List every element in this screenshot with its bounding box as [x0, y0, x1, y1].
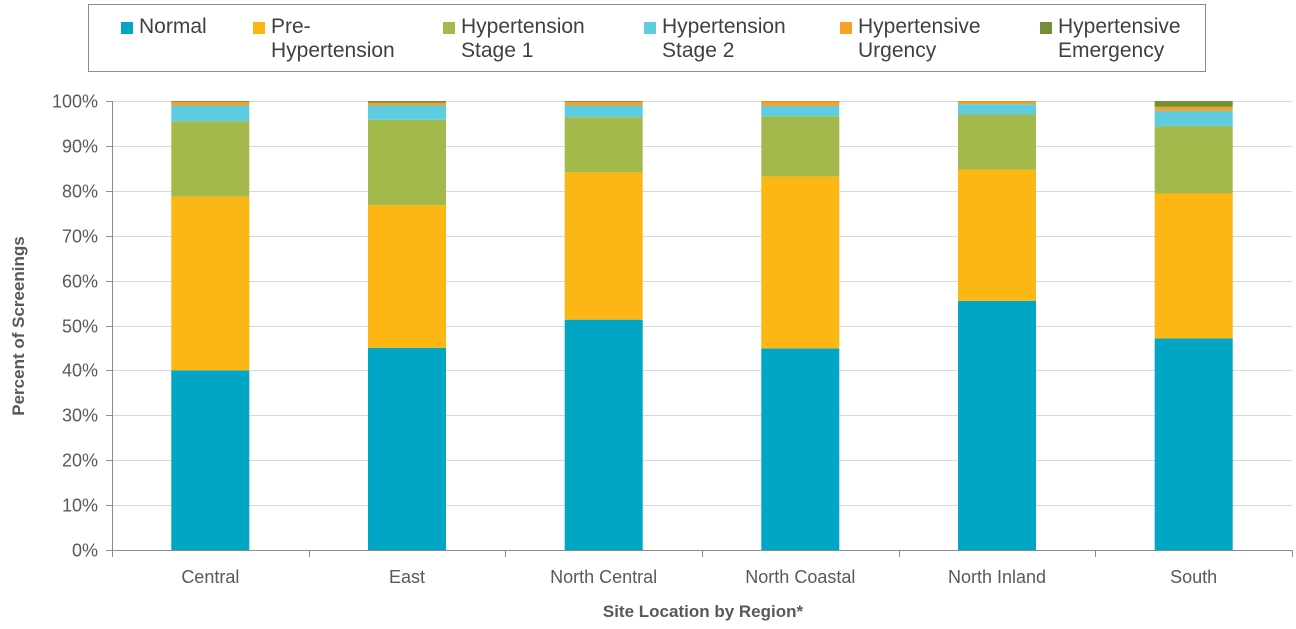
legend-label-normal: Normal — [139, 15, 207, 38]
legend-swatch-normal — [121, 22, 133, 34]
bar-segment-pre-hypertension — [368, 205, 446, 348]
bar-segment-hypertension-stage-2 — [958, 104, 1036, 115]
bar-segment-hypertension-stage-1 — [761, 116, 840, 177]
bar-segment-hypertension-stage-2 — [1154, 110, 1233, 127]
bar-segment-hypertension-stage-2 — [171, 105, 250, 122]
bar-stack-north-coastal — [761, 101, 840, 550]
legend-label-hypertensive-urgency: Hypertensive Urgency — [858, 15, 981, 62]
y-tick-label: 50% — [62, 317, 98, 337]
y-tick-label: 60% — [62, 272, 98, 292]
x-tick-label: North Central — [550, 567, 657, 587]
bar-segment-hypertensive-emergency — [1154, 101, 1233, 107]
bar-segment-normal — [958, 300, 1036, 550]
bar-segment-hypertensive-urgency — [761, 101, 840, 106]
legend-swatch-hypertension-stage-1 — [443, 22, 455, 34]
legend-label-hypertension-stage-2: Hypertension Stage 2 — [662, 15, 786, 62]
bar-segment-normal — [368, 347, 446, 550]
y-tick-label: 80% — [62, 182, 98, 202]
x-tick-label: North Coastal — [745, 567, 855, 587]
legend-item-hypertension-stage-2: Hypertension Stage 2 — [644, 15, 786, 63]
x-tick-label: South — [1170, 567, 1217, 587]
bar-segment-pre-hypertension — [1154, 193, 1233, 339]
x-axis-title: Site Location by Region* — [603, 602, 804, 621]
y-tick-label: 20% — [62, 451, 98, 471]
y-axis-title: Percent of Screenings — [9, 236, 28, 416]
bar-segment-hypertension-stage-1 — [564, 117, 643, 173]
legend-item-hypertensive-urgency: Hypertensive Urgency — [840, 15, 981, 63]
bar-segment-hypertensive-emergency — [564, 101, 643, 102]
gridlines — [112, 101, 1292, 506]
legend-item-normal: Normal — [121, 15, 207, 39]
bar-segment-normal — [761, 348, 840, 550]
bar-segment-hypertension-stage-1 — [958, 114, 1036, 170]
y-tick-label: 100% — [52, 92, 98, 112]
bar-segment-hypertension-stage-2 — [761, 105, 840, 117]
bar-stack-north-inland — [958, 101, 1036, 550]
bar-segment-normal — [564, 319, 643, 550]
bar-segment-hypertensive-emergency — [368, 101, 446, 103]
bar-segment-normal — [1154, 338, 1233, 550]
y-tick-label: 90% — [62, 137, 98, 157]
y-tick-label: 10% — [62, 496, 98, 516]
legend-item-hypertension-stage-1: Hypertension Stage 1 — [443, 15, 585, 63]
bar-segment-pre-hypertension — [958, 169, 1036, 301]
bar-segment-hypertensive-urgency — [958, 101, 1036, 105]
legend-label-hypertensive-emergency: Hypertensive Emergency — [1058, 15, 1181, 62]
axes: 0% 10% 20% 30% 40% 50% 60% 70% 80% 90% 100% Central… — [52, 92, 1293, 587]
x-tick-label: North Inland — [948, 567, 1046, 587]
legend-swatch-hypertensive-emergency — [1040, 22, 1052, 34]
bar-stacks — [171, 101, 1233, 550]
y-tick-label: 70% — [62, 227, 98, 247]
legend-label-hypertension-stage-1: Hypertension Stage 1 — [461, 15, 585, 62]
x-tick-label: Central — [181, 567, 239, 587]
bar-stack-central — [171, 101, 250, 550]
bar-segment-pre-hypertension — [564, 172, 643, 320]
legend-item-pre-hypertension: Pre- Hypertension — [253, 15, 395, 63]
bar-segment-hypertension-stage-1 — [171, 121, 250, 197]
bar-stack-south — [1154, 101, 1233, 550]
y-tick-label: 40% — [62, 361, 98, 381]
bar-segment-hypertensive-urgency — [1154, 106, 1233, 111]
bar-segment-hypertensive-urgency — [564, 101, 643, 106]
legend-item-hypertensive-emergency: Hypertensive Emergency — [1040, 15, 1181, 63]
bar-segment-hypertension-stage-2 — [564, 105, 643, 118]
bar-segment-hypertension-stage-1 — [1154, 126, 1233, 194]
chart-legend: Normal Pre- Hypertension Hypertension St… — [88, 4, 1206, 72]
bar-segment-hypertensive-urgency — [171, 101, 250, 106]
legend-swatch-hypertensive-urgency — [840, 22, 852, 34]
bar-segment-pre-hypertension — [761, 176, 840, 349]
y-tick-label: 30% — [62, 406, 98, 426]
legend-swatch-pre-hypertension — [253, 22, 265, 34]
bar-segment-hypertensive-urgency — [368, 102, 446, 106]
bar-stack-east — [368, 101, 446, 550]
bar-segment-hypertensive-emergency — [171, 101, 250, 102]
legend-label-pre-hypertension: Pre- Hypertension — [271, 15, 395, 62]
bar-segment-pre-hypertension — [171, 196, 250, 371]
bar-segment-hypertension-stage-2 — [368, 105, 446, 120]
bar-stack-north-central — [564, 101, 643, 550]
y-tick-label: 0% — [72, 541, 98, 561]
bar-segment-hypertension-stage-1 — [368, 119, 446, 206]
legend-swatch-hypertension-stage-2 — [644, 22, 656, 34]
x-tick-label: East — [389, 567, 425, 587]
bar-segment-normal — [171, 370, 250, 550]
